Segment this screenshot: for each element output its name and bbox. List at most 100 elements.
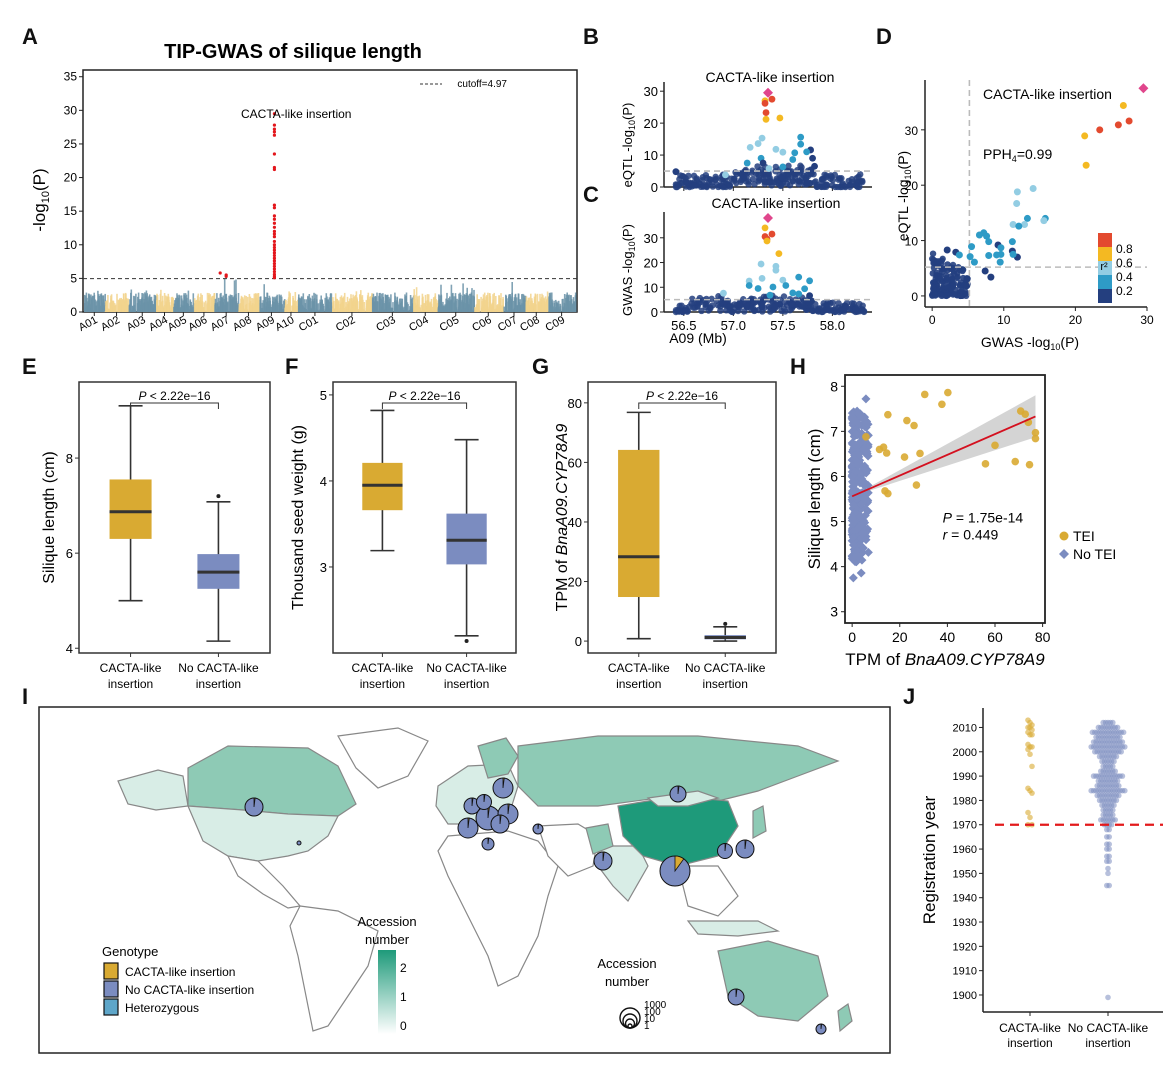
manhattan-snp-column xyxy=(380,298,382,312)
no-tei-point xyxy=(860,422,870,432)
manhattan-snp-column xyxy=(405,298,407,312)
manhattan-snp-column xyxy=(279,309,282,312)
manhattan-snp-column xyxy=(270,306,272,312)
manhattan-snp-column xyxy=(430,303,433,312)
manhattan-snp-column xyxy=(163,293,166,312)
ld-snp xyxy=(963,275,971,283)
manhattan-snp-column xyxy=(304,303,307,312)
boxplot-seed-weight: 3 4 5 CACTA-like insertion No CACTA-like inser… xyxy=(290,381,517,691)
r2-legend-label: 0.2 xyxy=(1116,284,1133,298)
significant-snp xyxy=(272,259,277,263)
manhattan-snp-column xyxy=(122,298,125,312)
manhattan-cutoff-label: cutoff=4.97 xyxy=(457,79,507,90)
significant-snp xyxy=(272,262,277,266)
background-snp xyxy=(812,306,819,313)
manhattan-snp-column xyxy=(462,283,464,312)
manhattan-snp-column xyxy=(100,293,103,312)
manhattan-snp-column xyxy=(242,306,244,312)
manhattan-snp-column xyxy=(107,295,109,312)
ld-snp xyxy=(745,282,753,289)
ld-snp xyxy=(762,115,770,123)
y-tick-label: 1900 xyxy=(953,990,977,1002)
manhattan-snp-column xyxy=(529,307,532,312)
significant-snp xyxy=(272,152,277,156)
manhattan-snp-column xyxy=(424,306,427,312)
no-tei-point xyxy=(853,551,863,561)
manhattan-snp-column xyxy=(181,298,183,312)
pie-tei-slice xyxy=(483,794,486,803)
manhattan-snp-column xyxy=(461,309,464,312)
manhattan-snp-column xyxy=(300,307,302,312)
manhattan-snp-column xyxy=(116,293,118,312)
confidence-band xyxy=(852,395,1036,497)
manhattan-snp-column xyxy=(350,302,353,312)
manhattan-snp-column xyxy=(245,296,248,312)
no-cacta-year-point xyxy=(1106,846,1112,852)
manhattan-snp-column xyxy=(487,302,489,312)
y-tick-label: 25 xyxy=(64,137,78,151)
ld-snp xyxy=(1114,121,1122,129)
manhattan-snp-column xyxy=(383,309,385,312)
p-value-label: P < 2.22e−16 xyxy=(646,389,718,403)
manhattan-snp-column xyxy=(382,302,384,312)
no-cacta-year-point xyxy=(1110,719,1116,726)
manhattan-snp-column xyxy=(233,295,236,312)
manhattan-snp-column xyxy=(492,299,494,312)
significant-snp xyxy=(272,239,277,244)
ld-snp xyxy=(1023,214,1031,222)
chromosome-label: C06 xyxy=(470,314,493,334)
manhattan-snp-column xyxy=(322,303,324,312)
plot-frame xyxy=(587,381,777,654)
manhattan-snp-column xyxy=(525,296,528,312)
manhattan-snp-column xyxy=(276,310,278,312)
background-snp xyxy=(679,172,686,180)
manhattan-snp-column xyxy=(121,299,123,312)
country-scandinavia xyxy=(477,737,519,779)
ld-snp xyxy=(672,168,680,176)
stat-r-value: r = 0.449 xyxy=(943,527,999,543)
significant-snp xyxy=(272,203,277,207)
ld-snp xyxy=(757,260,765,268)
no-cacta-year-point xyxy=(1112,768,1118,775)
background-snp xyxy=(771,303,778,311)
no-tei-point xyxy=(861,535,871,545)
accession-tick-label: 1 xyxy=(400,990,407,1004)
manhattan-snp-column xyxy=(215,309,218,312)
manhattan-snp-column xyxy=(427,310,429,312)
x-tick-label: 60 xyxy=(987,629,1003,645)
cacta-year-point xyxy=(1027,751,1033,758)
manhattan-snp-column xyxy=(346,311,348,312)
manhattan-snp-column xyxy=(521,294,523,312)
panel-label-j: J xyxy=(903,684,916,709)
y-tick-label: 30 xyxy=(64,103,78,117)
ld-snp xyxy=(985,252,993,260)
manhattan-snp-column xyxy=(449,301,452,312)
manhattan-snp-column xyxy=(261,302,264,312)
manhattan-snp-column xyxy=(268,295,271,312)
outlier xyxy=(723,621,728,626)
pie-tei-slice xyxy=(253,797,256,808)
manhattan-snp-column xyxy=(228,295,230,312)
manhattan-snp-column xyxy=(105,310,107,312)
manhattan-snp-column xyxy=(217,297,220,312)
y-tick-label: 1960 xyxy=(953,844,977,856)
background-snp xyxy=(749,304,756,312)
country-middle-east xyxy=(537,823,599,877)
pie-tei-slice xyxy=(677,785,680,795)
no-cacta-year-point xyxy=(1110,812,1116,818)
y-tick-label: 0 xyxy=(651,305,658,320)
manhattan-snp-column xyxy=(471,288,473,312)
manhattan-snp-column xyxy=(455,300,457,312)
manhattan-snp-column xyxy=(313,301,316,312)
genotype-legend-label: CACTA-like insertion xyxy=(125,965,235,979)
manhattan-snp-column xyxy=(423,303,425,312)
manhattan-snp-column xyxy=(145,290,148,312)
manhattan-snp-column xyxy=(302,293,305,312)
manhattan-snp-column xyxy=(401,298,404,312)
manhattan-snp-column xyxy=(441,306,444,312)
pie-tei-slice xyxy=(674,855,685,873)
no-tei-point xyxy=(857,529,867,539)
manhattan-snp-column xyxy=(283,299,286,312)
gwas-ylabel: GWAS -log10(P) xyxy=(620,224,637,316)
